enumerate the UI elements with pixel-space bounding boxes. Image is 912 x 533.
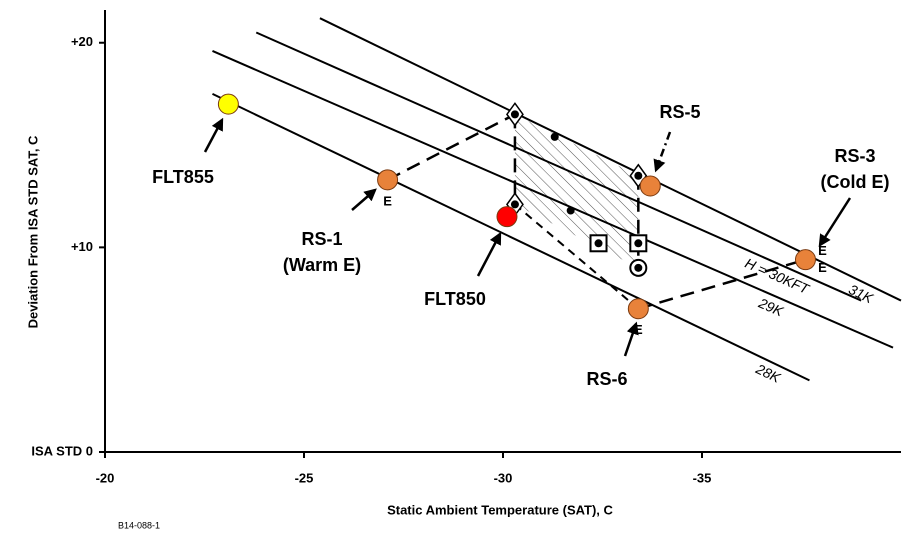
point: [627, 298, 649, 320]
point: [639, 175, 661, 197]
x-tick-label: -35: [693, 470, 712, 485]
e-flag: E: [383, 193, 392, 208]
dot-marker: [510, 200, 519, 209]
x-tick-label: -20: [96, 470, 115, 485]
x-axis-title: Static Ambient Temperature (SAT), C: [387, 502, 613, 517]
dot-marker: [634, 171, 643, 180]
isoline: [212, 50, 894, 349]
point-label: RS-3: [834, 146, 875, 166]
footnote: B14-088-1: [118, 520, 160, 530]
hatched-region: [514, 114, 639, 268]
y-axis-title: Deviation From ISA STD SAT, C: [25, 135, 40, 328]
dot-marker: [634, 239, 643, 248]
point-label: FLT855: [152, 167, 214, 187]
y-tick-label: ISA STD 0: [31, 443, 93, 458]
dot-marker: [634, 263, 643, 272]
point-label: RS-5: [659, 102, 700, 122]
annotation-arrow: [203, 117, 224, 153]
e-flag: E: [818, 260, 827, 275]
annotation-arrow: [351, 188, 377, 211]
isoline-label: 28K: [753, 360, 784, 386]
isoline: [212, 92, 810, 382]
dot-marker: [566, 206, 575, 215]
point: [794, 249, 816, 271]
point-label: (Cold E): [821, 172, 890, 192]
dot-marker: [594, 239, 603, 248]
point: [377, 169, 399, 191]
point-label: RS-1: [301, 229, 342, 249]
point-label: RS-6: [586, 369, 627, 389]
e-flag: E: [818, 243, 827, 258]
dot-marker: [550, 132, 559, 141]
y-tick-label: +10: [71, 239, 93, 254]
x-tick-label: -25: [295, 470, 314, 485]
annotation-arrow: [623, 321, 639, 357]
isoline: [255, 31, 862, 302]
annotation-arrow: [476, 231, 502, 277]
dot-marker: [510, 110, 519, 119]
dashed-connector: [637, 258, 806, 310]
point: [496, 206, 518, 228]
point-label: FLT850: [424, 289, 486, 309]
x-tick-label: -30: [494, 470, 513, 485]
dashed-connector: [387, 113, 516, 181]
annotation-arrow: [653, 131, 672, 173]
isoline-label: 31K: [846, 281, 876, 307]
point-label: (Warm E): [283, 255, 361, 275]
annotation-arrow: [818, 197, 852, 248]
point: [217, 93, 239, 115]
y-tick-label: +20: [71, 34, 93, 49]
